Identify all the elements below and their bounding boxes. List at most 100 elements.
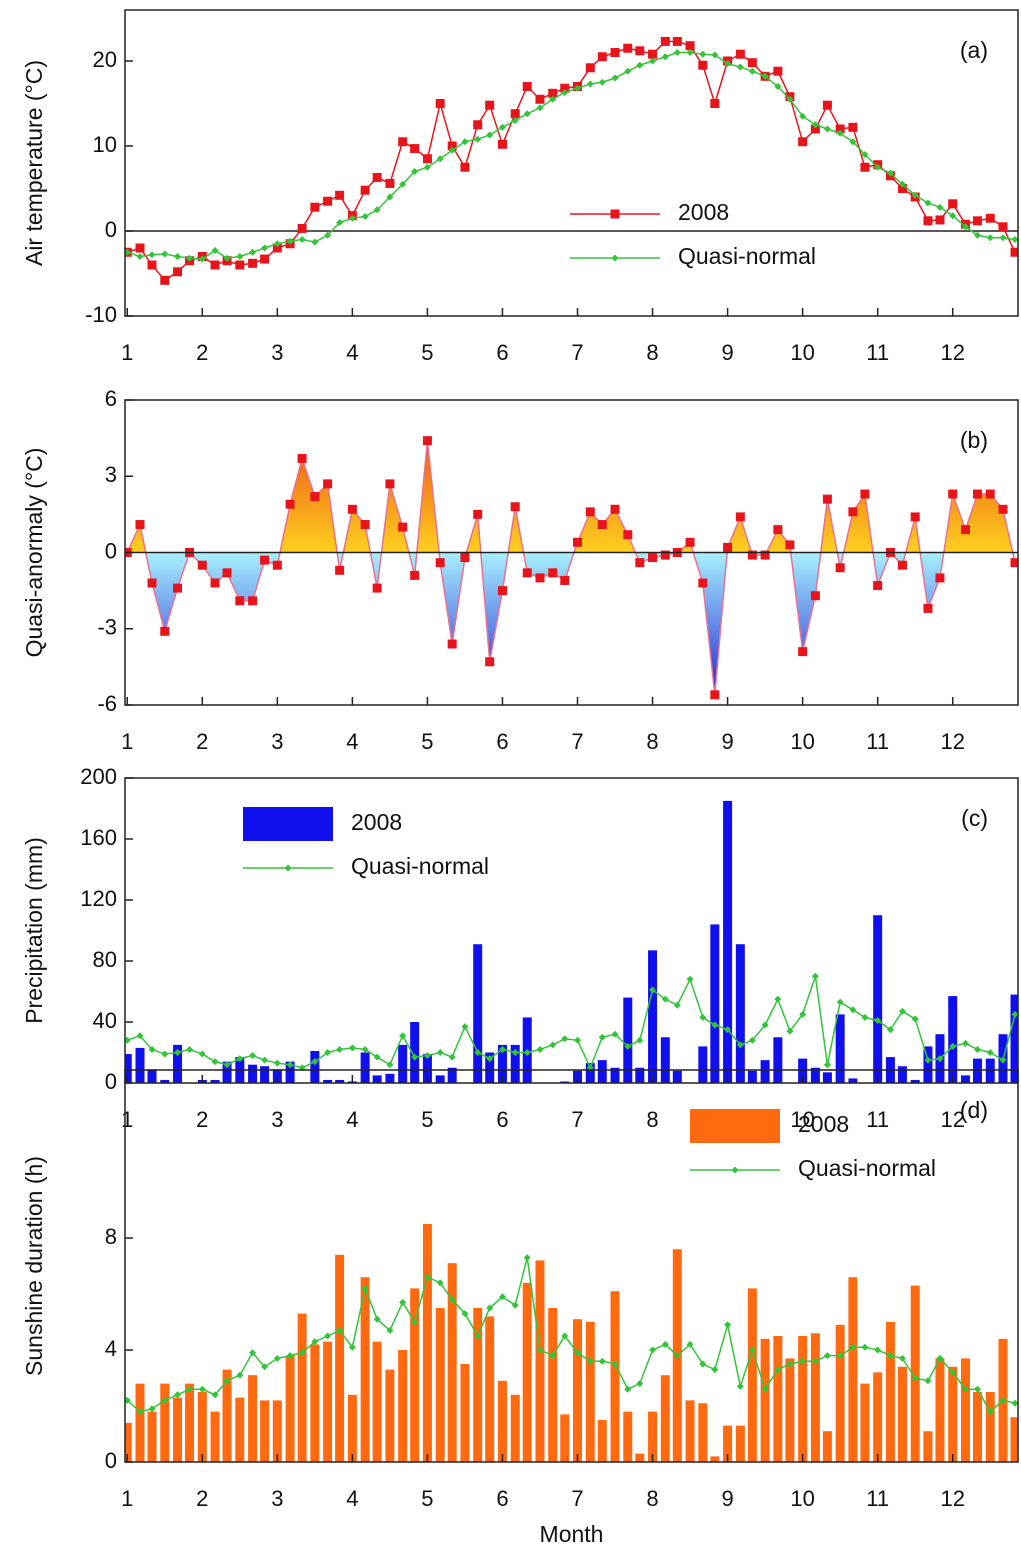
marker [711,1021,719,1029]
marker [135,243,145,253]
marker [161,1050,169,1058]
x-tick-label: 8 [646,340,658,365]
bar [597,1420,607,1462]
bar [385,1369,395,1462]
marker [148,1045,156,1053]
marker [448,146,456,154]
marker [273,240,281,248]
marker [348,1044,356,1052]
bar [125,1054,132,1083]
bar [398,1044,408,1083]
marker [298,236,306,243]
panel: 04080120160200123456789101112Precipitati… [21,764,1019,1132]
bar [335,1254,345,1462]
marker [861,1013,869,1021]
marker [511,117,519,124]
marker [535,573,545,583]
marker [610,504,620,514]
marker [523,1049,531,1056]
marker [898,180,906,188]
x-tick-label: 8 [646,729,658,754]
marker [661,995,669,1003]
bar [698,1046,708,1083]
marker [972,216,982,226]
bar [747,1070,757,1083]
bar [773,1037,783,1083]
marker [724,1026,732,1034]
marker [973,231,981,239]
marker [973,1045,981,1053]
x-tick-label: 7 [571,340,583,365]
marker [324,231,332,239]
marker [786,1027,794,1035]
plot-area [125,1224,1018,1462]
marker [486,131,494,139]
bar [897,1066,907,1083]
x-tick-label: 10 [790,1107,814,1132]
marker [548,568,558,578]
marker [136,1408,144,1416]
marker [136,253,144,260]
marker [336,1045,344,1053]
marker [948,489,958,499]
marker [161,250,169,258]
marker [272,560,282,570]
marker [874,163,882,171]
marker [635,46,645,56]
marker [522,82,532,91]
marker [735,49,745,59]
bar [735,944,745,1083]
x-tick-label: 9 [721,729,733,754]
marker [125,248,131,256]
marker [999,1056,1007,1064]
marker [799,1010,807,1018]
marker [985,213,995,223]
x-tick-label: 7 [571,1107,583,1132]
bar [272,1400,282,1462]
x-tick-label: 3 [271,340,283,365]
marker [823,125,831,133]
marker [186,254,194,262]
marker [147,260,157,270]
bar [597,1060,607,1083]
marker [799,112,807,120]
bar [222,1061,232,1083]
marker [536,1346,544,1354]
marker [235,260,245,270]
marker [924,1377,932,1385]
marker [311,1338,319,1346]
marker [897,184,907,193]
marker [125,1396,131,1404]
marker [148,1405,156,1413]
marker [672,36,682,46]
bar [822,1072,832,1083]
marker [335,190,345,200]
marker [411,1318,419,1326]
bar [610,1067,620,1083]
marker [536,1045,544,1053]
marker [372,583,382,593]
marker [786,1360,794,1368]
marker [986,1049,994,1056]
marker [385,479,395,489]
marker [923,216,933,226]
marker [949,1368,957,1376]
marker [261,244,269,252]
marker [286,237,294,245]
bar [235,1397,245,1462]
marker [1010,247,1018,257]
marker [411,168,419,175]
marker [774,83,782,90]
marker [860,162,870,172]
bar [985,1392,995,1462]
bar [635,1067,645,1083]
y-tick-label: 120 [80,886,117,911]
y-tick-label: 200 [80,764,117,789]
marker [523,110,531,118]
bar [473,1308,483,1462]
marker [461,1023,469,1031]
marker [560,83,570,93]
marker [986,1408,994,1416]
bar [723,800,733,1083]
marker [949,1042,957,1050]
